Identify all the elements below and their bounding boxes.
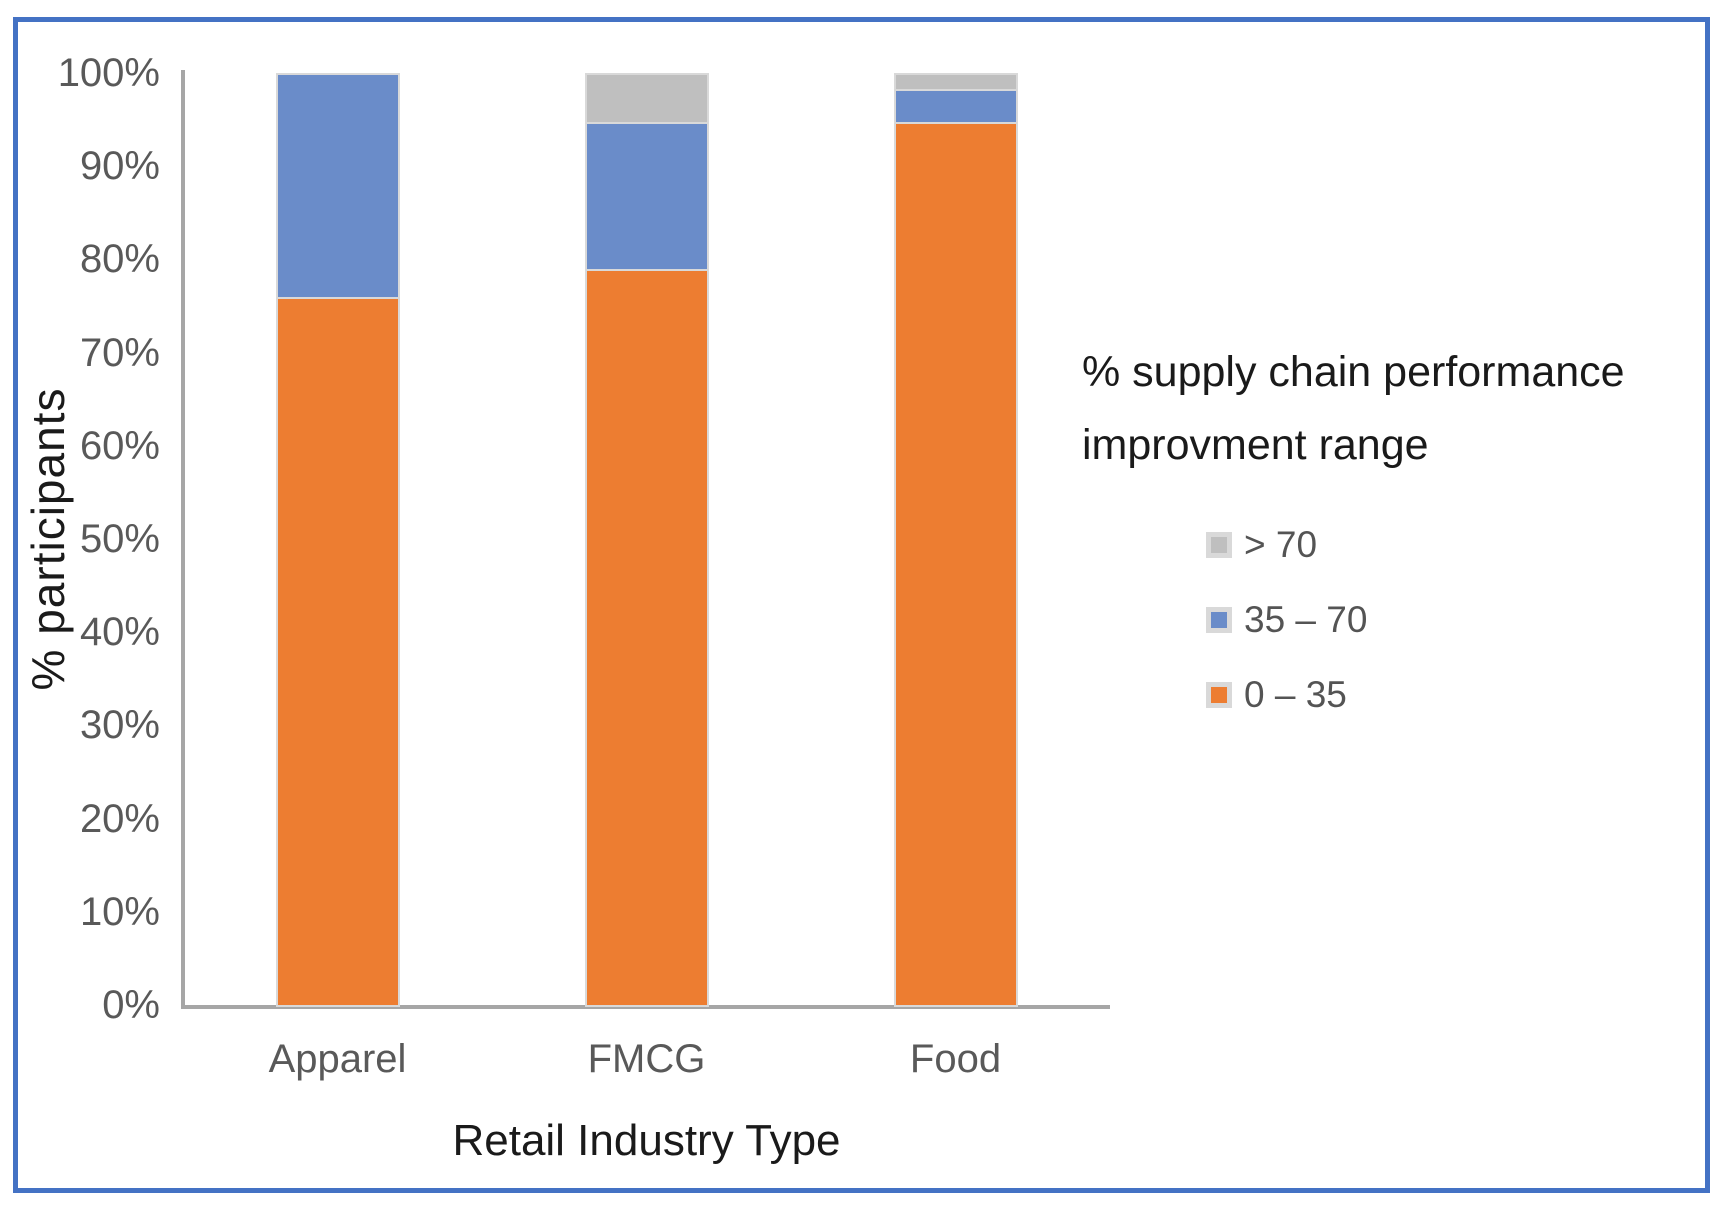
legend-title-line1: % supply chain performance <box>1082 348 1625 396</box>
y-tick-label: 30% <box>79 703 160 748</box>
legend-title-line2: improvment range <box>1082 421 1429 469</box>
legend-item: 35 – 70 <box>1206 599 1367 641</box>
bar-segment-food <box>893 73 1018 91</box>
bar-segment-fmcg <box>584 268 709 1007</box>
bar-segment-food <box>893 122 1018 1007</box>
x-axis-line <box>181 1005 1110 1009</box>
y-tick-label: 10% <box>79 889 160 934</box>
legend-item-label: 0 – 35 <box>1244 674 1347 715</box>
legend-swatch-icon <box>1206 682 1232 708</box>
y-axis-line <box>181 70 185 1009</box>
bar-segment-apparel <box>275 296 400 1007</box>
y-tick-label: 60% <box>79 423 160 468</box>
bar-segment-fmcg <box>584 73 709 125</box>
legend-item: 0 – 35 <box>1206 674 1367 716</box>
y-tick-label: 50% <box>79 517 160 561</box>
y-tick-label: 70% <box>79 330 160 375</box>
bar-segment-food <box>893 88 1018 125</box>
bar-segment-apparel <box>275 73 400 299</box>
legend-swatch-icon <box>1206 607 1232 633</box>
y-tick-label: 20% <box>79 796 160 841</box>
legend-item-label: 35 – 70 <box>1244 599 1368 640</box>
y-tick-label: 100% <box>57 51 160 95</box>
legend-item: > 70 <box>1206 524 1367 566</box>
y-tick-label: 80% <box>79 237 160 282</box>
x-axis-title: Retail Industry Type <box>452 1116 841 1165</box>
y-axis-title: % participants <box>22 387 74 691</box>
legend-swatch-icon <box>1206 532 1232 558</box>
y-tick-label: 0% <box>102 983 160 1027</box>
x-category-label: FMCG <box>587 1037 706 1081</box>
x-category-label: Apparel <box>268 1037 407 1081</box>
y-tick-label: 40% <box>79 610 160 655</box>
legend: > 70 35 – 70 0 – 35 <box>1206 524 1367 749</box>
bar-segment-fmcg <box>584 122 709 271</box>
legend-item-label: > 70 <box>1244 524 1318 565</box>
legend-title: % supply chain performance improvment ra… <box>1082 336 1625 482</box>
y-tick-label: 90% <box>79 144 160 189</box>
x-category-label: Food <box>909 1037 1002 1081</box>
